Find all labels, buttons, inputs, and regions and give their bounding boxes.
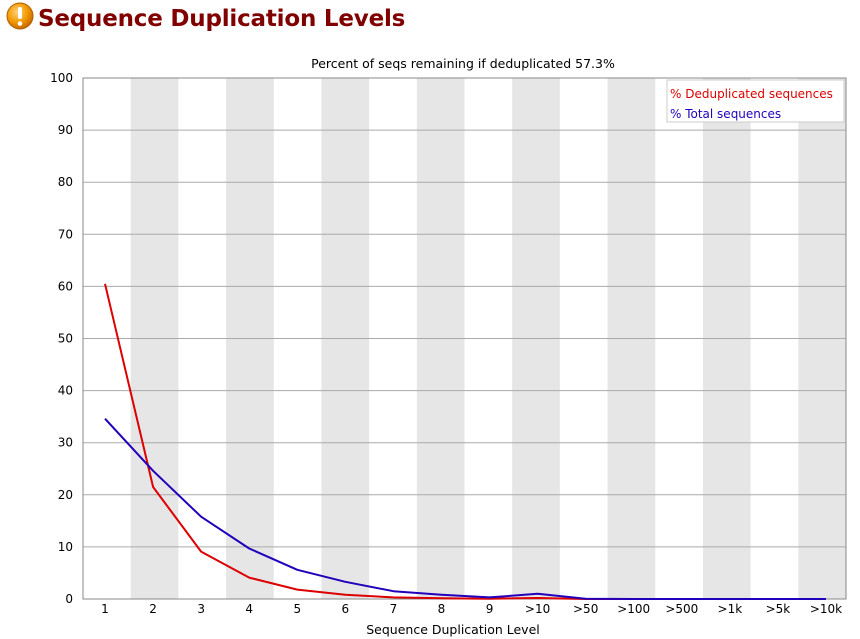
x-tick-label: 1 [101,602,109,616]
y-tick-label: 80 [58,175,73,189]
y-tick-label: 10 [58,540,73,554]
series-line-1 [104,418,826,600]
legend: % Deduplicated sequences % Total sequence… [666,79,845,123]
x-tick-label: >10k [810,602,842,616]
x-tick-label: 3 [197,602,205,616]
x-tick-label: >500 [665,602,698,616]
y-tick-label: 60 [58,279,73,293]
chart-title: Percent of seqs remaining if deduplicate… [311,56,615,71]
y-axis-ticks: 0 10 20 30 40 50 60 70 80 90 100 [50,71,73,606]
x-tick-label: 2 [149,602,157,616]
y-tick-label: 0 [65,592,73,606]
x-tick-label: >10 [525,602,550,616]
x-tick-label: 9 [486,602,494,616]
warning-icon [6,2,34,30]
legend-entry: % Total sequences [670,107,781,121]
x-tick-label: 7 [390,602,398,616]
x-tick-label: 8 [438,602,446,616]
y-tick-label: 70 [58,227,73,241]
x-tick-label: 4 [245,602,253,616]
x-tick-label: >1k [718,602,743,616]
y-tick-label: 20 [58,488,73,502]
x-tick-label: >5k [766,602,791,616]
x-tick-label: 6 [342,602,350,616]
y-tick-label: 90 [58,123,73,137]
x-tick-label: >50 [573,602,598,616]
x-tick-label: 5 [293,602,301,616]
y-tick-label: 30 [58,436,73,450]
x-tick-label: >100 [617,602,650,616]
legend-entry: % Deduplicated sequences [670,87,833,101]
series-lines [104,283,826,600]
header: Sequence Duplication Levels [0,0,860,46]
y-tick-label: 100 [50,71,73,85]
page-title: Sequence Duplication Levels [38,6,406,32]
x-axis-ticks: 1 2 3 4 5 6 7 8 9 >10 >50 >100 >500 >1k >5k >10k [101,602,842,616]
y-tick-label: 50 [58,332,73,346]
legend-box [666,79,845,123]
x-axis-label: Sequence Duplication Level [366,622,540,637]
y-tick-label: 40 [58,384,73,398]
